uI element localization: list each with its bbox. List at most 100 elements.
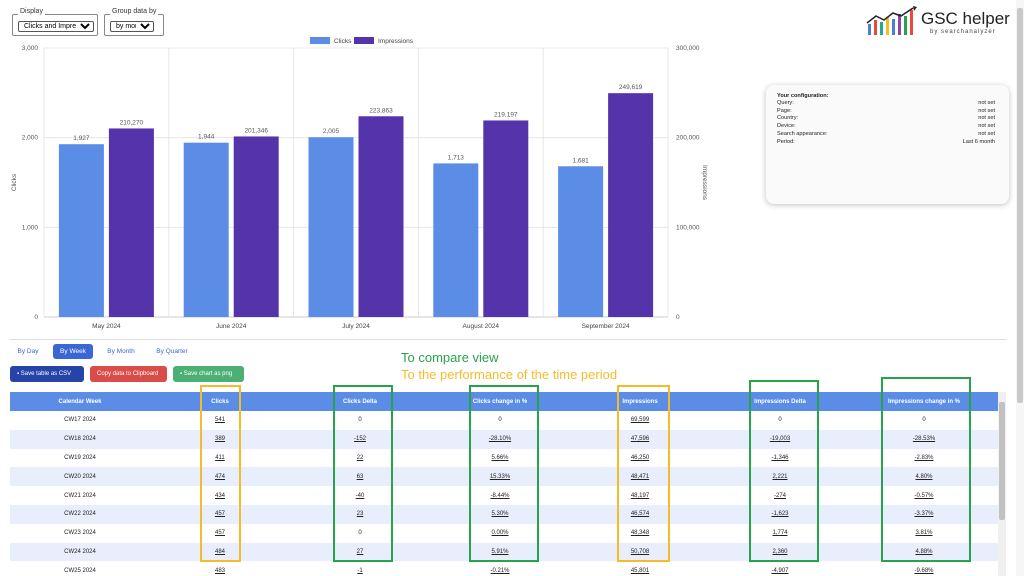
table-cell[interactable]: 4.88%	[850, 542, 998, 562]
column-header[interactable]: Clicks Delta	[290, 392, 430, 411]
table-cell[interactable]: 3.81%	[850, 523, 998, 543]
impressions-bar	[608, 93, 654, 318]
table-cell[interactable]: 48,348	[570, 523, 710, 543]
table-cell[interactable]: -0.57%	[850, 486, 998, 505]
column-header[interactable]: Impressions change in %	[850, 392, 998, 411]
page-scrollbar-thumb[interactable]	[1017, 8, 1023, 403]
table-cell[interactable]: -1	[290, 561, 430, 576]
tab-by-day[interactable]: By Day	[17, 348, 39, 355]
table-cell[interactable]: -1,346	[710, 448, 850, 468]
table-cell[interactable]: 48,471	[570, 467, 710, 487]
config-value: Last 6 month	[962, 138, 995, 145]
table-cell[interactable]: 457	[150, 504, 290, 524]
table-cell[interactable]: 484	[150, 542, 290, 562]
table-cell[interactable]: 45,801	[570, 561, 710, 576]
page-scrollbar[interactable]	[1016, 0, 1024, 576]
table-cell[interactable]: 457	[150, 523, 290, 543]
cell-value: -40	[355, 492, 365, 499]
table-cell[interactable]: -2.83%	[850, 448, 998, 468]
table-cell[interactable]: -0.21%	[430, 561, 570, 576]
table-cell[interactable]: 4.80%	[850, 467, 998, 487]
table-cell[interactable]: 0	[710, 411, 850, 430]
cell-value: CW22 2024	[64, 511, 96, 518]
cell-value: -2.83%	[914, 454, 934, 461]
table-cell[interactable]: 69,599	[570, 411, 710, 430]
copy-clipboard-button[interactable]: Copy data to Clipboard	[90, 366, 167, 382]
table-scrollbar[interactable]	[998, 392, 1006, 576]
cell-value: -4,907	[771, 567, 789, 574]
x-tick-label: May 2024	[92, 323, 121, 330]
table-cell[interactable]: 0	[290, 523, 430, 543]
logo-byline: by searchanalyzer	[930, 29, 996, 35]
save-png-label: Save chart as png	[183, 371, 233, 377]
table-cell[interactable]: 46,250	[570, 448, 710, 468]
cell-value: -8.44%	[490, 492, 510, 499]
table-cell[interactable]: -4,907	[710, 561, 850, 576]
table-cell[interactable]: -3.37%	[850, 504, 998, 524]
column-header[interactable]: Clicks change in %	[430, 392, 570, 411]
column-header[interactable]: Clicks	[150, 392, 290, 411]
table-cell[interactable]: 2,360	[710, 542, 850, 562]
weekly-data-table-wrapper: Calendar Week Clicks Clicks Delta Clicks ch…	[10, 392, 998, 576]
table-cell[interactable]: 47,596	[570, 429, 710, 449]
column-header[interactable]: Calendar Week	[10, 392, 150, 411]
table-cell[interactable]: 0	[290, 411, 430, 430]
table-cell[interactable]: -1,623	[710, 504, 850, 524]
table-cell[interactable]: -28.10%	[430, 429, 570, 449]
impressions-bar	[108, 128, 154, 317]
cell-value: 2,360	[772, 548, 788, 555]
cell-value: -3.37%	[914, 511, 934, 518]
clicks-impressions-chart: 0 1,000 2,000 3,000 0 100,000 200,000 300,000 Cl…	[11, 37, 708, 330]
table-cell[interactable]: 0	[850, 411, 998, 430]
table-cell[interactable]: 1,774	[710, 523, 850, 543]
table-cell[interactable]: 15.33%	[430, 467, 570, 487]
table-cell[interactable]: 411	[150, 448, 290, 468]
table-cell[interactable]: 0.00%	[430, 523, 570, 543]
table-cell[interactable]: 22	[290, 448, 430, 468]
cell-value: 434	[214, 492, 225, 499]
cell-value: CW17 2024	[64, 417, 96, 424]
table-scrollbar-thumb[interactable]	[999, 402, 1005, 520]
table-cell[interactable]: -28.53%	[850, 429, 998, 449]
table-cell[interactable]: 5.66%	[430, 448, 570, 468]
table-cell[interactable]: 46,574	[570, 504, 710, 524]
table-cell[interactable]: 541	[150, 411, 290, 430]
tab-by-week[interactable]: By Week	[53, 344, 93, 359]
table-cell[interactable]: 5.91%	[430, 542, 570, 562]
display-control: Display Clicks and Impressions	[12, 8, 98, 36]
table-cell[interactable]: 63	[290, 467, 430, 487]
save-png-button[interactable]: ▪ Save chart as png	[173, 366, 244, 382]
table-cell[interactable]: -8.44%	[430, 486, 570, 505]
column-header[interactable]: Impressions	[570, 392, 710, 411]
table-cell[interactable]: 389	[150, 429, 290, 449]
cell-value: -28.10%	[488, 436, 512, 443]
cell-value: -1	[357, 567, 363, 574]
table-cell[interactable]: 27	[290, 542, 430, 562]
group-select[interactable]: by month	[110, 21, 154, 32]
cell-value: CW20 2024	[64, 473, 96, 480]
table-cell[interactable]: 2,221	[710, 467, 850, 487]
configuration-rows: Query: not set Page: not set Country: not set…	[777, 100, 995, 146]
table-cell[interactable]: 23	[290, 504, 430, 524]
table-cell[interactable]: 434	[150, 486, 290, 505]
display-select[interactable]: Clicks and Impressions	[18, 21, 94, 32]
table-cell[interactable]: -274	[710, 486, 850, 505]
tab-by-quarter[interactable]: By Quarter	[156, 348, 188, 355]
table-cell[interactable]: -40	[290, 486, 430, 505]
cell-value: 15.33%	[489, 473, 511, 480]
table-cell[interactable]: 483	[150, 561, 290, 576]
table-cell[interactable]: 0	[430, 411, 570, 430]
table-cell[interactable]: 474	[150, 467, 290, 487]
table-cell[interactable]: 50,708	[570, 542, 710, 562]
cell-value: 5.30%	[491, 511, 509, 518]
column-header[interactable]: Impressions Delta	[710, 392, 850, 411]
table-cell[interactable]: -152	[290, 429, 430, 449]
table-cell[interactable]: -19,003	[710, 429, 850, 449]
y-right-tick-label: 200,000	[676, 135, 700, 142]
table-cell[interactable]: 48,197	[570, 486, 710, 505]
save-csv-button[interactable]: ▪ Save table as CSV	[10, 366, 84, 382]
highlight-impressions-delta-column	[749, 380, 819, 562]
table-cell[interactable]: 5.30%	[430, 504, 570, 524]
table-cell[interactable]: -9.68%	[850, 561, 998, 576]
tab-by-month[interactable]: By Month	[107, 348, 135, 355]
